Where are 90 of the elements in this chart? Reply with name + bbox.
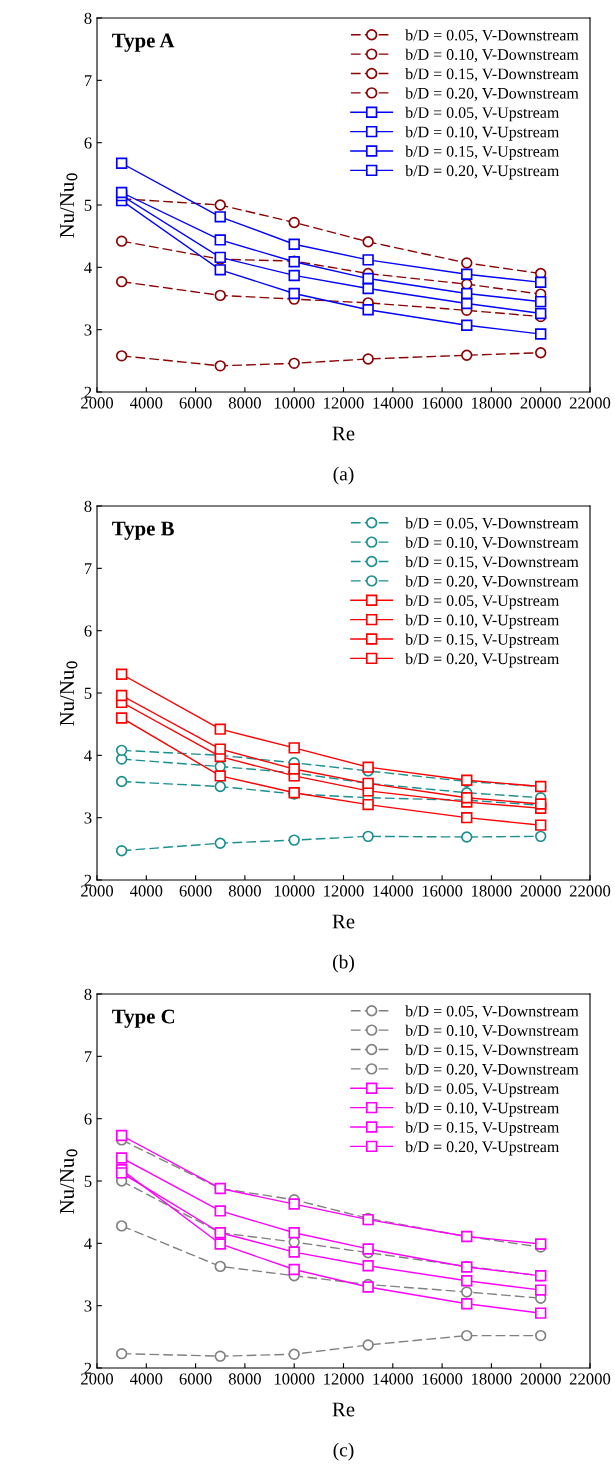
legend-label: b/D = 0.05, V-Downstream — [405, 517, 579, 531]
x-tick-label: 10000 — [274, 885, 315, 897]
x-tick-label: 20000 — [520, 885, 561, 897]
legend-label: b/D = 0.15, V-Upstream — [405, 633, 560, 649]
legend-label: b/D = 0.05, V-Downstream — [405, 1005, 579, 1019]
x-axis-title: Re — [332, 1402, 355, 1417]
x-tick-label: 10000 — [274, 1373, 315, 1385]
x-tick-label: 6000 — [179, 397, 212, 409]
legend-label: b/D = 0.10, V-Upstream — [405, 1102, 560, 1117]
legend-label: b/D = 0.20, V-Upstream — [405, 164, 560, 180]
text: (b) — [333, 954, 354, 973]
x-axis-title: Re — [332, 426, 355, 441]
legend-label: b/D = 0.20, V-Downstream — [405, 1063, 579, 1077]
y-tick-label: 2 — [84, 386, 92, 398]
x-tick-label: 20000 — [520, 1373, 561, 1385]
legend-label: b/D = 0.15, V-Downstream — [405, 68, 579, 82]
x-tick-label: 4000 — [129, 885, 163, 897]
legend-label: b/D = 0.05, V-Upstream — [405, 1082, 560, 1098]
x-tick-label: 4000 — [129, 1373, 163, 1385]
text: Type B — [112, 521, 174, 540]
y-tick-label: 6 — [84, 625, 92, 637]
y-tick-label: 3 — [84, 812, 92, 824]
y-tick-label: 2 — [84, 1362, 92, 1374]
legend-label: b/D = 0.15, V-Upstream — [405, 1121, 560, 1137]
legend-label: b/D = 0.15, V-Upstream — [405, 145, 560, 161]
x-tick-label: 14000 — [373, 885, 413, 897]
y-tick-label: 8 — [84, 500, 92, 512]
x-tick-label: 6000 — [179, 1373, 212, 1385]
x-tick-label: 2000 — [81, 397, 114, 409]
x-tick-label: 18000 — [472, 397, 512, 409]
x-tick-label: 22000 — [569, 885, 611, 897]
text: Type C — [112, 1009, 175, 1028]
y-axis-title: Nu/Nu$_{0}$ — [60, 661, 78, 726]
legend-label: b/D = 0.15, V-Downstream — [405, 1044, 579, 1058]
legend-label: b/D = 0.20, V-Upstream — [405, 652, 560, 668]
text: (c) — [333, 1442, 354, 1461]
y-tick-label: 3 — [84, 1300, 92, 1312]
x-tick-label: 16000 — [422, 1373, 463, 1385]
text: Type A — [112, 33, 175, 52]
y-tick-label: 4 — [84, 1238, 92, 1250]
y-tick-label: 7 — [84, 1051, 92, 1063]
x-tick-label: 8000 — [228, 885, 261, 897]
y-tick-label: 8 — [84, 12, 92, 24]
x-tick-label: 10000 — [274, 397, 315, 409]
legend-label: b/D = 0.20, V-Upstream — [405, 1140, 560, 1156]
y-tick-label: 6 — [84, 137, 92, 149]
legend-label: b/D = 0.05, V-Downstream — [405, 29, 579, 43]
y-tick-label: 8 — [84, 988, 92, 1000]
x-tick-label: 16000 — [422, 397, 463, 409]
y-axis-title: Nu/Nu$_{0}$ — [60, 1149, 78, 1214]
x-tick-label: 18000 — [472, 885, 512, 897]
text: (a) — [333, 466, 354, 485]
y-tick-label: 4 — [84, 750, 92, 762]
legend-label: b/D = 0.10, V-Downstream — [405, 48, 579, 63]
legend-label: b/D = 0.20, V-Downstream — [405, 87, 579, 101]
y-tick-label: 6 — [84, 1113, 92, 1125]
x-tick-label: 18000 — [472, 1373, 512, 1385]
x-tick-label: 8000 — [228, 397, 261, 409]
legend-label: b/D = 0.10, V-Upstream — [405, 614, 560, 629]
x-tick-label: 22000 — [569, 1373, 611, 1385]
x-tick-label: 14000 — [373, 1373, 413, 1385]
legend-label: b/D = 0.20, V-Downstream — [405, 575, 579, 589]
legend-label: b/D = 0.10, V-Upstream — [405, 126, 560, 141]
x-tick-label: 12000 — [324, 397, 364, 409]
x-tick-label: 6000 — [179, 885, 212, 897]
x-tick-label: 22000 — [569, 397, 611, 409]
x-tick-label: 20000 — [520, 397, 561, 409]
legend-label: b/D = 0.10, V-Downstream — [405, 536, 579, 551]
x-tick-label: 4000 — [129, 397, 163, 409]
x-tick-label: 12000 — [324, 885, 364, 897]
y-tick-label: 2 — [84, 874, 92, 886]
x-tick-label: 2000 — [81, 1373, 114, 1385]
legend-label: b/D = 0.05, V-Upstream — [405, 106, 560, 122]
y-tick-label: 5 — [84, 199, 92, 211]
y-tick-label: 3 — [84, 324, 92, 336]
y-tick-label: 5 — [84, 1175, 92, 1187]
y-tick-label: 4 — [84, 262, 92, 274]
x-tick-label: 12000 — [324, 1373, 364, 1385]
x-tick-label: 16000 — [422, 885, 463, 897]
y-tick-label: 7 — [84, 75, 92, 87]
y-axis-title: Nu/Nu$_{0}$ — [60, 173, 78, 238]
x-tick-label: 14000 — [373, 397, 413, 409]
y-tick-label: 7 — [84, 563, 92, 575]
legend-label: b/D = 0.05, V-Upstream — [405, 594, 560, 610]
x-axis-title: Re — [332, 914, 355, 929]
legend-label: b/D = 0.10, V-Downstream — [405, 1024, 579, 1039]
x-tick-label: 8000 — [228, 1373, 261, 1385]
legend-label: b/D = 0.15, V-Downstream — [405, 556, 579, 570]
x-tick-label: 2000 — [81, 885, 114, 897]
y-tick-label: 5 — [84, 687, 92, 699]
